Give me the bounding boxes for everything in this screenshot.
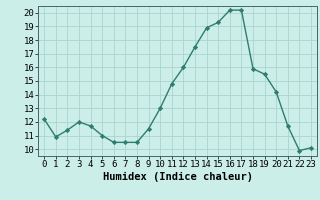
X-axis label: Humidex (Indice chaleur): Humidex (Indice chaleur) (103, 172, 252, 182)
